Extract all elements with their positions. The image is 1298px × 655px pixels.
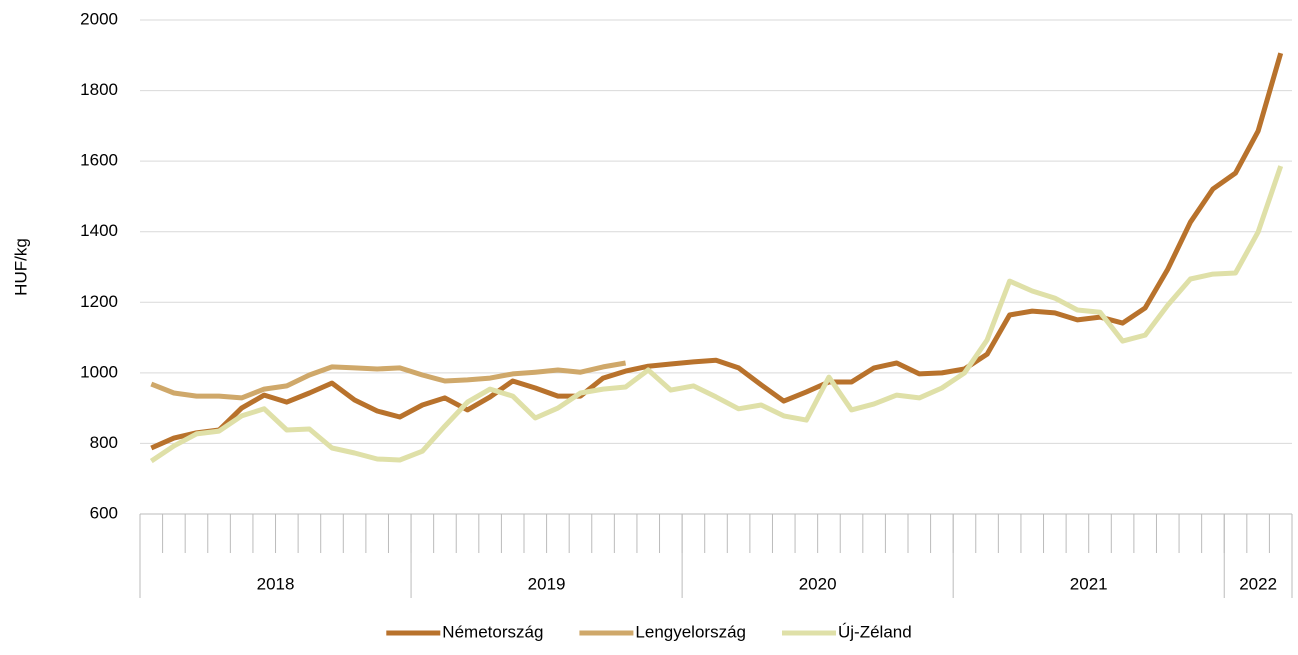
y-tick-label: 1400 bbox=[80, 221, 118, 240]
x-group-label: 2022 bbox=[1239, 574, 1277, 593]
y-tick-label: 2000 bbox=[80, 9, 118, 28]
series-line bbox=[150, 360, 627, 401]
y-tick-label: 600 bbox=[90, 503, 118, 522]
y-tick-label: 1600 bbox=[80, 151, 118, 170]
x-group-label: 2018 bbox=[257, 574, 295, 593]
x-group-label: 2021 bbox=[1070, 574, 1108, 593]
y-tick-label: 800 bbox=[90, 433, 118, 452]
y-axis-label: HUF/kg bbox=[11, 238, 30, 296]
legend-label: Németország bbox=[442, 622, 543, 641]
legend-label: Új-Zéland bbox=[838, 622, 912, 641]
y-tick-label: 1200 bbox=[80, 292, 118, 311]
y-tick-label: 1800 bbox=[80, 80, 118, 99]
x-group-label: 2019 bbox=[528, 574, 566, 593]
series-line bbox=[149, 165, 1284, 464]
series-line bbox=[150, 52, 1284, 451]
y-tick-label: 1000 bbox=[80, 362, 118, 381]
legend-label: Lengyelország bbox=[635, 622, 746, 641]
x-group-label: 2020 bbox=[799, 574, 837, 593]
